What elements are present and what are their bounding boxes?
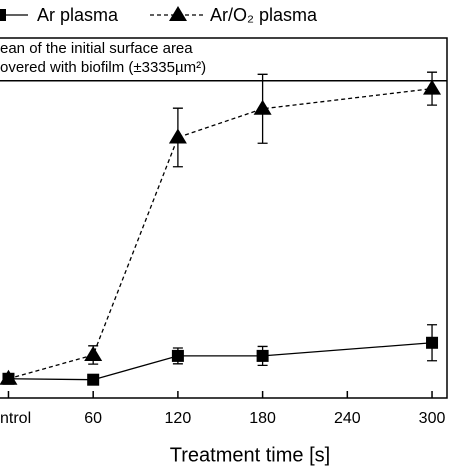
x-axis-label: Treatment time [s] <box>170 444 330 466</box>
x-tick-label: 180 <box>249 410 276 427</box>
x-tick-label: 120 <box>165 410 192 427</box>
x-tick-label: 300 <box>419 410 446 427</box>
data-point <box>423 79 442 95</box>
legend-label: Ar plasma <box>37 5 119 25</box>
plot-frame <box>0 37 448 399</box>
data-point <box>84 345 103 361</box>
data-point <box>87 373 100 386</box>
series-line <box>8 87 433 380</box>
data-point <box>171 349 184 362</box>
annotation: overed with biofilm (±3335µm²) <box>0 59 206 76</box>
x-tick-label: 240 <box>334 410 361 427</box>
data-point <box>168 128 187 144</box>
annotation: ean of the initial surface area <box>0 40 193 57</box>
legend-label: Ar/O₂ plasma <box>210 5 318 25</box>
data-point <box>426 336 439 349</box>
data-point <box>256 349 269 362</box>
x-tick-label: ntrol <box>0 410 31 427</box>
legend-marker <box>169 6 187 21</box>
legend-marker <box>0 9 6 21</box>
data-point <box>253 99 272 115</box>
data-point <box>0 369 18 385</box>
x-tick-label: 60 <box>84 410 102 427</box>
